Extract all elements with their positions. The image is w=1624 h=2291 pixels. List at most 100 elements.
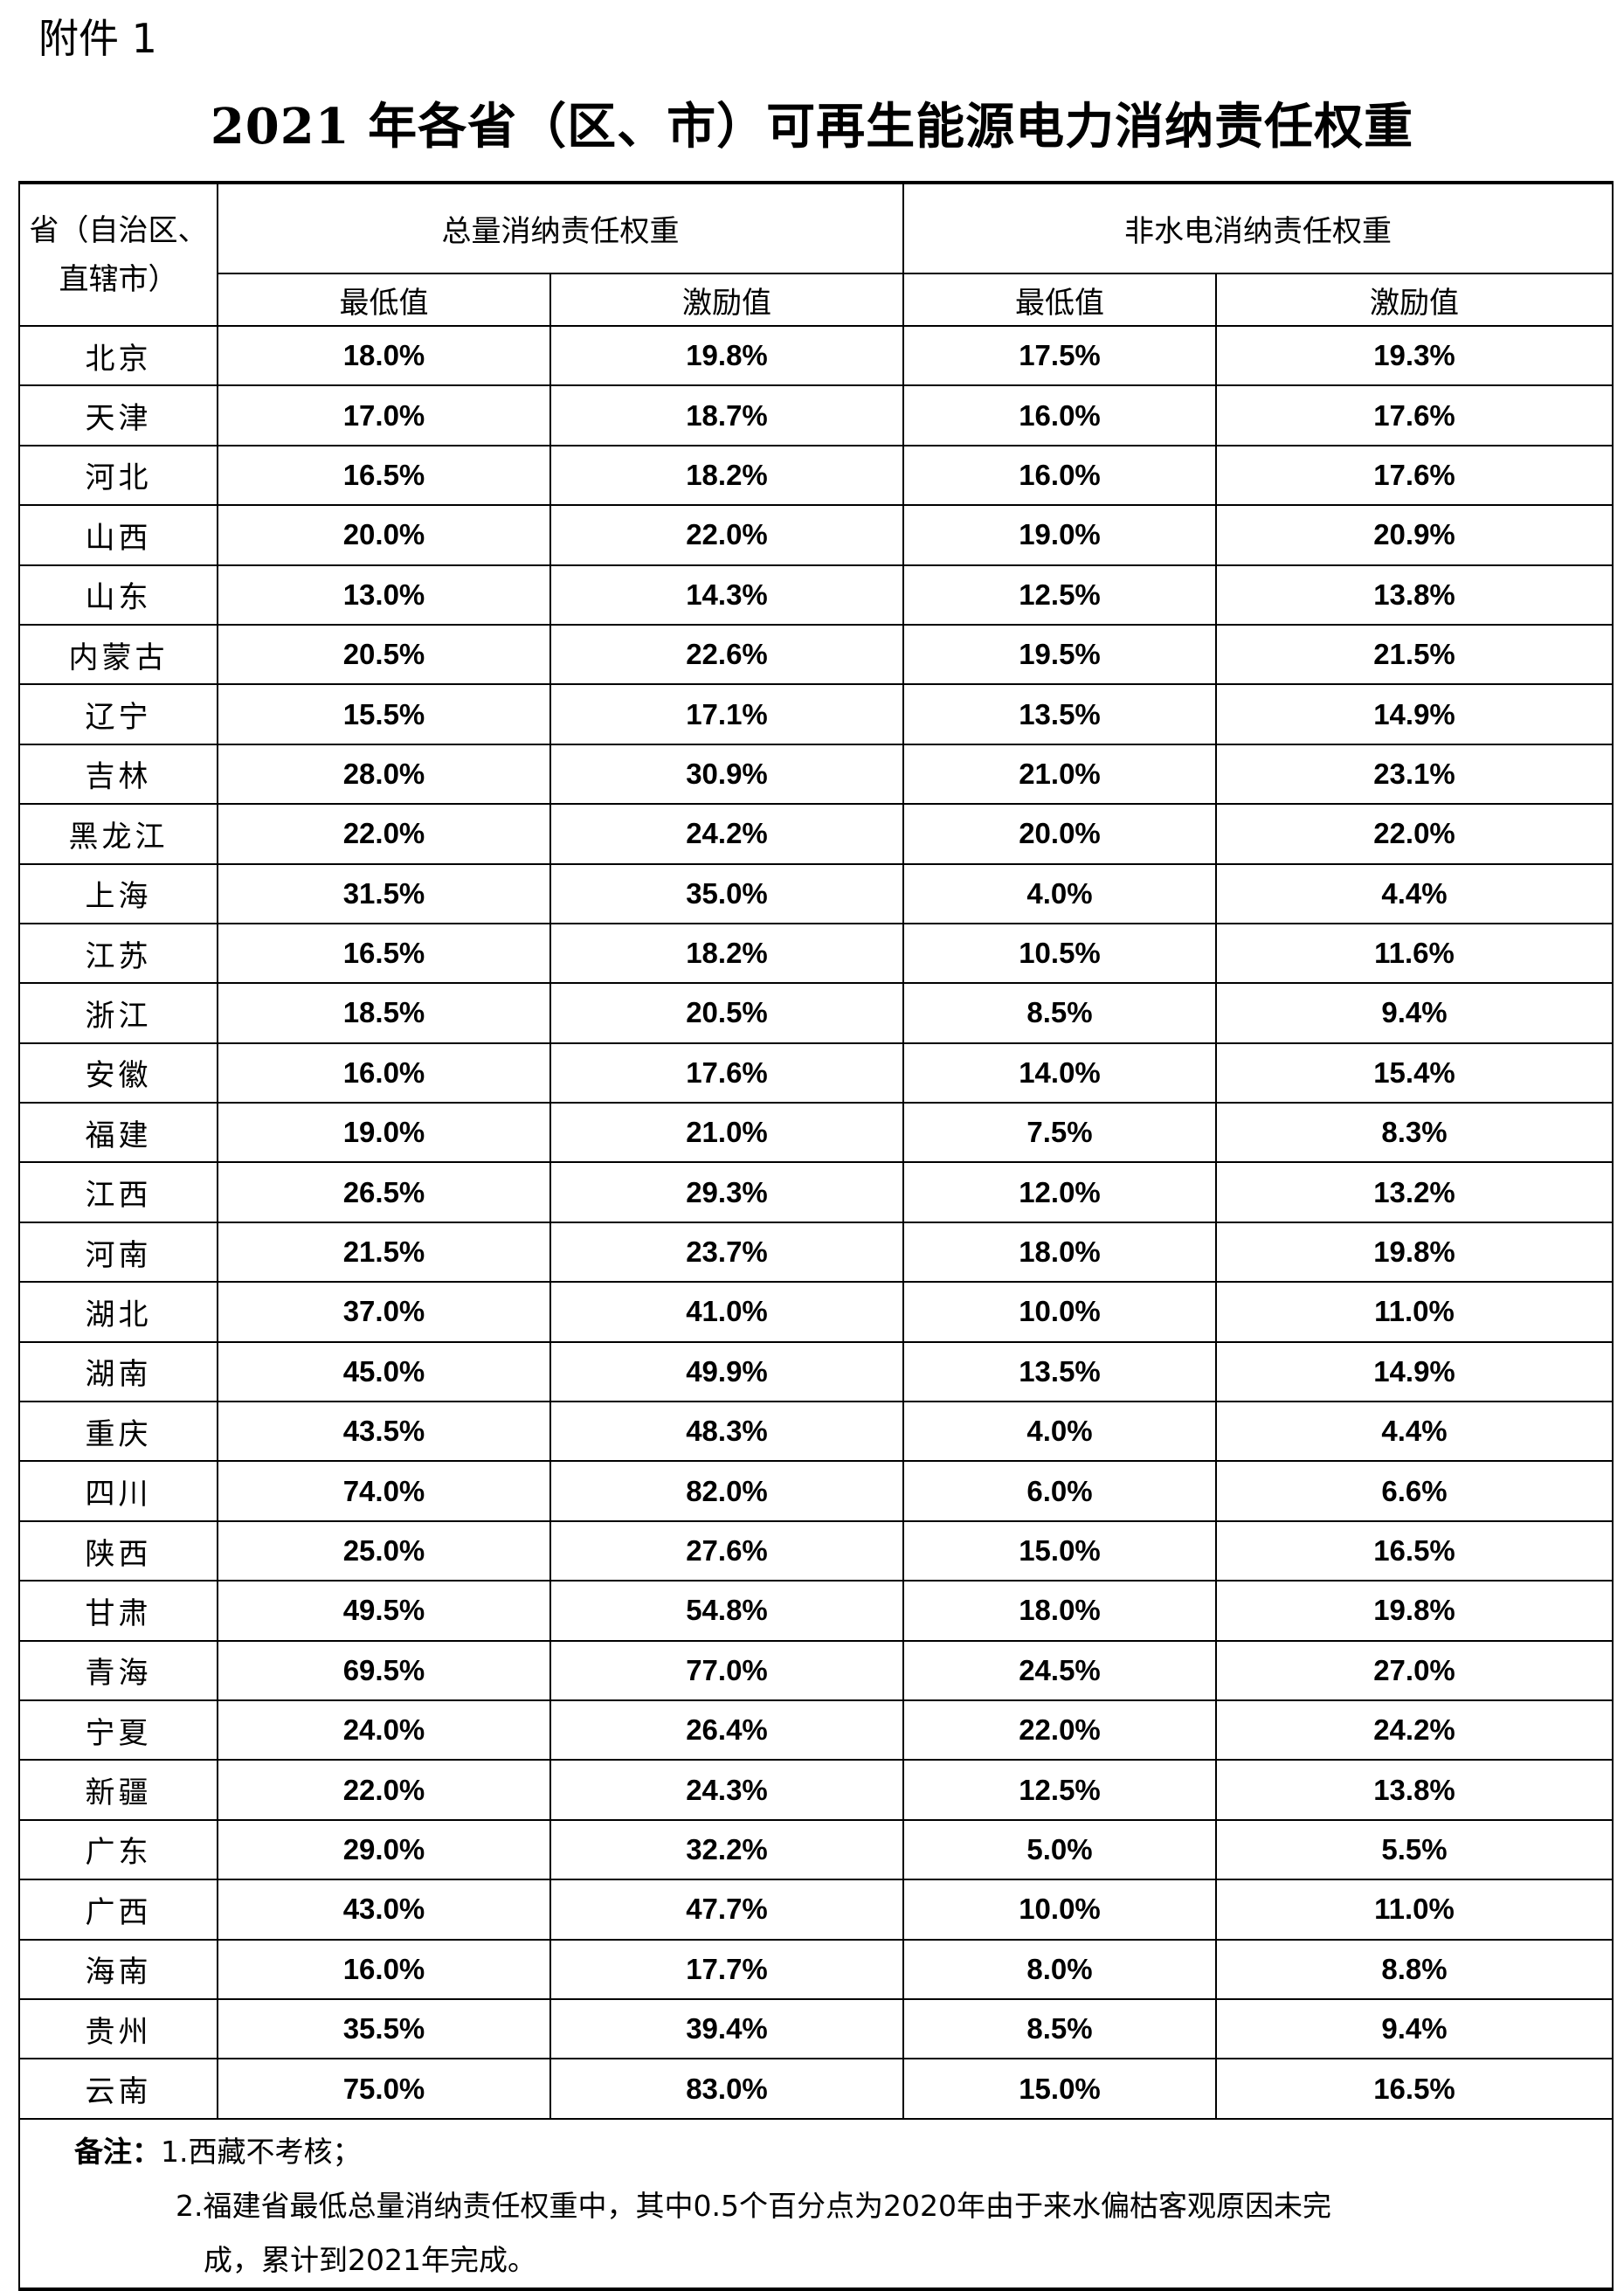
nonhydro-incentive-cell: 17.6%: [1215, 444, 1614, 507]
total-min-cell: 28.0%: [217, 743, 551, 806]
total-incentive-cell: 49.9%: [549, 1340, 904, 1403]
total-min-cell: 18.5%: [217, 982, 551, 1044]
nonhydro-incentive-cell: 14.9%: [1215, 683, 1614, 745]
table-row: 上海 31.5% 35.0% 4.0% 4.4%: [18, 862, 1614, 924]
nonhydro-incentive-cell: 9.4%: [1215, 1997, 1614, 2060]
nonhydro-min-cell: 8.5%: [902, 1997, 1217, 2060]
nonhydro-min-cell: 19.0%: [902, 504, 1217, 566]
total-min-cell: 29.0%: [217, 1818, 551, 1881]
table-row: 贵州 35.5% 39.4% 8.5% 9.4%: [18, 1997, 1614, 2060]
nonhydro-incentive-cell: 16.5%: [1215, 2058, 1614, 2120]
total-incentive-cell: 24.3%: [549, 1759, 904, 1821]
attachment-label: 附件 1: [38, 15, 157, 62]
total-incentive-cell: 17.6%: [549, 1042, 904, 1104]
nonhydro-incentive-cell: 8.8%: [1215, 1938, 1614, 2000]
nonhydro-min-cell: 18.0%: [902, 1580, 1217, 1642]
total-min-cell: 20.0%: [217, 504, 551, 566]
total-min-cell: 43.0%: [217, 1879, 551, 1941]
region-cell: 湖北: [18, 1281, 218, 1343]
table-row: 四川 74.0% 82.0% 6.0% 6.6%: [18, 1460, 1614, 1522]
nonhydro-incentive-cell: 27.0%: [1215, 1639, 1614, 1701]
total-min-cell: 37.0%: [217, 1281, 551, 1343]
nonhydro-incentive-cell: 4.4%: [1215, 862, 1614, 924]
nonhydro-incentive-cell: 11.6%: [1215, 922, 1614, 985]
total-min-cell: 43.5%: [217, 1401, 551, 1463]
total-incentive-cell: 24.2%: [549, 803, 904, 865]
table-row: 云南 75.0% 83.0% 15.0% 16.5%: [18, 2058, 1614, 2120]
total-min-cell: 75.0%: [217, 2058, 551, 2120]
table-row: 河北 16.5% 18.2% 16.0% 17.6%: [18, 444, 1614, 507]
region-cell: 天津: [18, 384, 218, 446]
region-cell: 上海: [18, 862, 218, 924]
nonhydro-min-cell: 6.0%: [902, 1460, 1217, 1522]
region-cell: 黑龙江: [18, 803, 218, 865]
total-incentive-cell: 17.1%: [549, 683, 904, 745]
region-cell: 陕西: [18, 1519, 218, 1582]
region-cell: 辽宁: [18, 683, 218, 745]
total-incentive-cell: 27.6%: [549, 1519, 904, 1582]
region-cell: 湖南: [18, 1340, 218, 1403]
note-1: 1.西藏不考核；: [161, 2134, 362, 2169]
table-row: 河南 21.5% 23.7% 18.0% 19.8%: [18, 1221, 1614, 1284]
nonhydro-incentive-cell: 5.5%: [1215, 1818, 1614, 1881]
nonhydro-min-cell: 12.5%: [902, 1759, 1217, 1821]
nonhydro-incentive-cell: 23.1%: [1215, 743, 1614, 806]
table-row: 陕西 25.0% 27.6% 15.0% 16.5%: [18, 1519, 1614, 1582]
total-incentive-cell: 48.3%: [549, 1401, 904, 1463]
total-min-cell: 21.5%: [217, 1221, 551, 1284]
region-cell: 北京: [18, 324, 218, 387]
total-incentive-cell: 35.0%: [549, 862, 904, 924]
table-row: 黑龙江 22.0% 24.2% 20.0% 22.0%: [18, 803, 1614, 865]
total-min-cell: 16.0%: [217, 1938, 551, 2000]
total-incentive-cell: 18.2%: [549, 444, 904, 507]
nonhydro-min-cell: 24.5%: [902, 1639, 1217, 1701]
total-incentive-cell: 26.4%: [549, 1699, 904, 1762]
total-min-cell: 35.5%: [217, 1997, 551, 2060]
total-weight-header: 总量消纳责任权重: [217, 182, 904, 274]
nonhydro-incentive-cell: 20.9%: [1215, 504, 1614, 566]
region-cell: 重庆: [18, 1401, 218, 1463]
nonhydro-min-cell: 21.0%: [902, 743, 1217, 806]
total-incentive-cell: 29.3%: [549, 1161, 904, 1223]
nonhydro-min-cell: 12.0%: [902, 1161, 1217, 1223]
region-cell: 安徽: [18, 1042, 218, 1104]
region-cell: 内蒙古: [18, 623, 218, 686]
total-min-cell: 17.0%: [217, 384, 551, 446]
subheader-nonhydro-incentive: 激励值: [1215, 273, 1614, 327]
region-cell: 海南: [18, 1938, 218, 2000]
total-incentive-cell: 77.0%: [549, 1639, 904, 1701]
subheader-total-incentive: 激励值: [549, 273, 904, 327]
total-min-cell: 15.5%: [217, 683, 551, 745]
nonhydro-incentive-cell: 13.2%: [1215, 1161, 1614, 1223]
nonhydro-min-cell: 13.5%: [902, 683, 1217, 745]
total-min-cell: 19.0%: [217, 1102, 551, 1164]
nonhydro-min-cell: 10.0%: [902, 1281, 1217, 1343]
nonhydro-min-cell: 5.0%: [902, 1818, 1217, 1881]
total-min-cell: 69.5%: [217, 1639, 551, 1701]
total-incentive-cell: 21.0%: [549, 1102, 904, 1164]
total-incentive-cell: 47.7%: [549, 1879, 904, 1941]
nonhydro-incentive-cell: 21.5%: [1215, 623, 1614, 686]
nonhydro-incentive-cell: 8.3%: [1215, 1102, 1614, 1164]
total-min-cell: 45.0%: [217, 1340, 551, 1403]
table-row: 安徽 16.0% 17.6% 14.0% 15.4%: [18, 1042, 1614, 1104]
nonhydro-incentive-cell: 19.8%: [1215, 1221, 1614, 1284]
region-cell: 浙江: [18, 982, 218, 1044]
nonhydro-min-cell: 15.0%: [902, 1519, 1217, 1582]
region-cell: 云南: [18, 2058, 218, 2120]
total-min-cell: 74.0%: [217, 1460, 551, 1522]
table-row: 重庆 43.5% 48.3% 4.0% 4.4%: [18, 1401, 1614, 1463]
total-incentive-cell: 18.2%: [549, 922, 904, 985]
region-header: 省（自治区、直辖市）: [18, 182, 218, 327]
total-min-cell: 13.0%: [217, 564, 551, 626]
nonhydro-min-cell: 10.0%: [902, 1879, 1217, 1941]
table-row: 湖北 37.0% 41.0% 10.0% 11.0%: [18, 1281, 1614, 1343]
total-incentive-cell: 32.2%: [549, 1818, 904, 1881]
table-row: 辽宁 15.5% 17.1% 13.5% 14.9%: [18, 683, 1614, 745]
table-row: 浙江 18.5% 20.5% 8.5% 9.4%: [18, 982, 1614, 1044]
total-min-cell: 25.0%: [217, 1519, 551, 1582]
nonhydro-min-cell: 17.5%: [902, 324, 1217, 387]
total-incentive-cell: 22.0%: [549, 504, 904, 566]
nonhydro-incentive-cell: 22.0%: [1215, 803, 1614, 865]
total-incentive-cell: 22.6%: [549, 623, 904, 686]
